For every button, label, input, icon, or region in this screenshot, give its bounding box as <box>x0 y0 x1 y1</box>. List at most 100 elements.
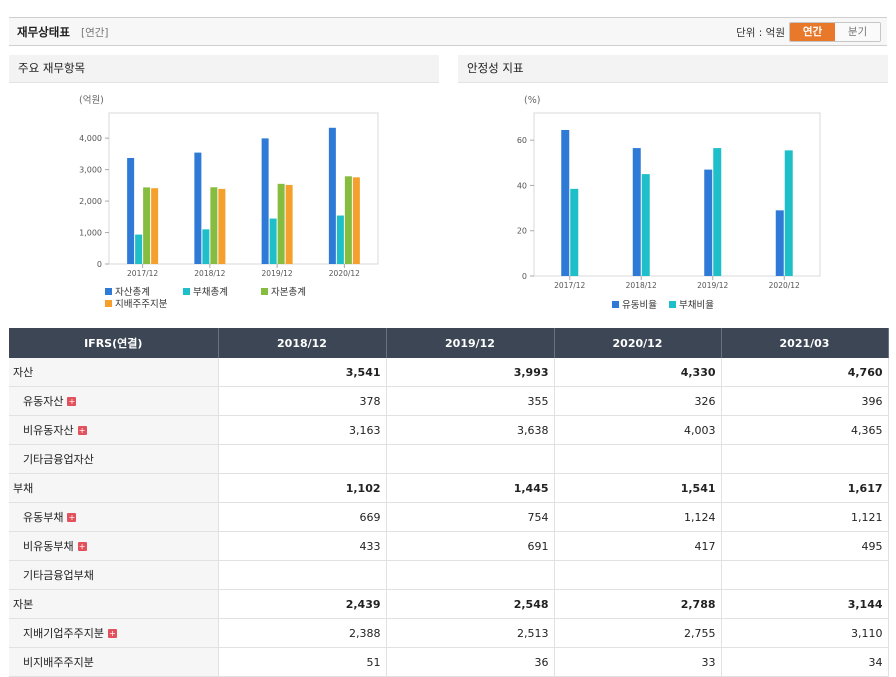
row-label-text: 기타금융업부채 <box>23 569 94 582</box>
y-tick-label: 4,000 <box>79 134 102 143</box>
bar-유동비율 <box>775 210 784 276</box>
section-title: 재무상태표 <box>17 25 70 39</box>
table-header-row: IFRS(연결) 2018/12 2019/12 2020/12 2021/03 <box>9 328 889 358</box>
value-cell: 33 <box>554 647 722 677</box>
row-label-text: 비유동자산 <box>23 424 74 437</box>
table-row: 유동자산 +378 355 326 396 <box>9 386 889 416</box>
financial-table: IFRS(연결) 2018/12 2019/12 2020/12 2021/03 자산 3… <box>9 328 889 677</box>
quarterly-tab[interactable]: 분기 <box>835 23 880 41</box>
legend-label: 자본총계 <box>271 286 306 298</box>
financial-statement-header: 재무상태표 [연간] 단위 : 억원 연간 분기 <box>9 17 887 46</box>
stability-chart: (%) 0 20 40 60 2017/12 2018/12 2019/12 2020/12 유동… <box>517 95 821 311</box>
value-cell <box>554 444 722 474</box>
bar-자산총계 <box>261 138 269 264</box>
main-items-title: 주요 재무항목 <box>9 55 439 83</box>
bar-유동비율 <box>632 148 641 276</box>
table-row: 부채 1,102 1,445 1,541 1,617 <box>9 473 889 503</box>
bar-부채비율 <box>641 174 650 276</box>
y-tick-label: 1,000 <box>79 229 102 238</box>
legend-label: 자산총계 <box>115 286 150 298</box>
bar-자산총계 <box>328 127 336 264</box>
row-label: 비지배주주지분 <box>9 647 219 677</box>
expand-plus-icon[interactable]: + <box>67 513 77 522</box>
annual-tab[interactable]: 연간 <box>790 23 835 41</box>
bar-지배주주지분 <box>352 177 360 264</box>
value-cell <box>721 444 889 474</box>
value-cell: 355 <box>386 386 555 416</box>
stability-title: 안정성 지표 <box>458 55 888 83</box>
x-tick-label: 2018/12 <box>194 269 225 278</box>
expand-plus-icon[interactable]: + <box>67 397 77 406</box>
value-cell: 417 <box>554 531 722 561</box>
expand-plus-icon[interactable]: + <box>77 426 87 435</box>
bar-부채총계 <box>135 234 143 264</box>
value-cell <box>554 560 722 590</box>
legend-swatch <box>261 288 268 295</box>
x-tick-label: 2018/12 <box>626 281 657 290</box>
value-cell: 2,788 <box>554 589 722 619</box>
main-items-chart: (억원) 0 1,000 2,000 3,000 4,000 2017/12 2018/12 2… <box>79 94 379 310</box>
x-tick-label: 2019/12 <box>262 269 293 278</box>
value-cell <box>218 444 387 474</box>
row-label-text: 유동부채 <box>23 511 64 524</box>
row-label: 유동자산 + <box>9 386 219 416</box>
value-cell: 1,617 <box>721 473 889 503</box>
y-tick-label: 0 <box>97 260 102 269</box>
stability-panel: 안정성 지표 (%) 0 20 40 60 2017/12 2018/12 2019/12 20… <box>458 55 888 325</box>
table-row: 기타금융업부채 <box>9 560 889 590</box>
value-cell: 1,102 <box>218 473 387 503</box>
y-axis-label: (%) <box>524 95 540 106</box>
x-tick-label: 2017/12 <box>554 281 585 290</box>
value-cell: 378 <box>218 386 387 416</box>
row-label: 자본 <box>9 589 219 619</box>
bar-자본총계 <box>210 187 218 264</box>
value-cell: 3,638 <box>386 415 555 445</box>
legend-label: 유동비율 <box>622 300 657 311</box>
plot-frame <box>533 112 821 277</box>
y-tick-label: 0 <box>522 272 527 281</box>
row-label-text: 지배기업주주지분 <box>23 627 104 640</box>
bar-부채비율 <box>713 148 722 276</box>
legend-swatch <box>105 300 112 307</box>
row-label-text: 비지배주주지분 <box>23 656 94 669</box>
row-label: 기타금융업부채 <box>9 560 219 590</box>
value-cell: 2,548 <box>386 589 555 619</box>
bar-부채총계 <box>269 218 277 264</box>
bar-지배주주지분 <box>218 188 226 264</box>
value-cell: 34 <box>721 647 889 677</box>
bar-부채총계 <box>202 229 210 264</box>
value-cell: 2,388 <box>218 618 387 648</box>
row-label: 비유동부채 + <box>9 531 219 561</box>
value-cell: 4,365 <box>721 415 889 445</box>
main-items-panel: 주요 재무항목 (억원) 0 1,000 2,000 3,000 4,000 2017/12… <box>9 55 439 325</box>
bar-지배주주지분 <box>285 184 293 264</box>
x-tick-label: 2019/12 <box>697 281 728 290</box>
period-label: [연간] <box>81 27 109 39</box>
expand-plus-icon[interactable]: + <box>77 542 87 551</box>
header-ifrs: IFRS(연결) <box>9 328 219 358</box>
value-cell: 4,330 <box>554 358 722 387</box>
table-row: 유동부채 +669 754 1,124 1,121 <box>9 502 889 532</box>
header-period: 2020/12 <box>554 328 722 358</box>
x-tick-label: 2017/12 <box>127 269 158 278</box>
unit-label: 단위 : 억원 <box>736 27 785 39</box>
bar-자산총계 <box>194 152 202 264</box>
bar-자산총계 <box>127 157 135 264</box>
bar-부채총계 <box>336 215 344 264</box>
legend-label: 부채비율 <box>679 300 714 311</box>
legend-swatch <box>669 301 676 308</box>
legend-swatch <box>105 288 112 295</box>
expand-plus-icon[interactable]: + <box>107 629 117 638</box>
value-cell: 691 <box>386 531 555 561</box>
value-cell: 4,760 <box>721 358 889 387</box>
y-tick-label: 20 <box>517 227 527 236</box>
table-row: 기타금융업자산 <box>9 444 889 474</box>
value-cell: 2,513 <box>386 618 555 648</box>
value-cell: 3,144 <box>721 589 889 619</box>
value-cell: 1,121 <box>721 502 889 532</box>
y-axis-label: (억원) <box>79 94 104 106</box>
value-cell: 1,124 <box>554 502 722 532</box>
value-cell <box>386 560 555 590</box>
row-label: 부채 <box>9 473 219 503</box>
bar-유동비율 <box>561 129 570 276</box>
